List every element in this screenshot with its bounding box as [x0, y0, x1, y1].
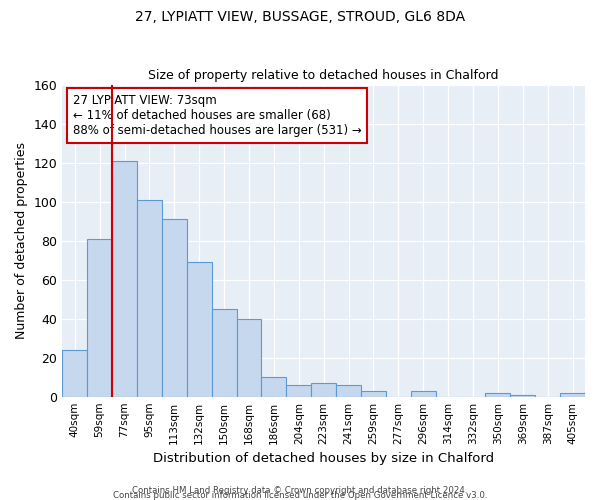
Text: Contains public sector information licensed under the Open Government Licence v3: Contains public sector information licen…: [113, 491, 487, 500]
Bar: [112, 160, 137, 396]
Title: Size of property relative to detached houses in Chalford: Size of property relative to detached ho…: [148, 69, 499, 82]
Bar: [87, 238, 112, 396]
Bar: [137, 200, 162, 396]
Bar: [236, 318, 262, 396]
Text: Contains HM Land Registry data © Crown copyright and database right 2024.: Contains HM Land Registry data © Crown c…: [132, 486, 468, 495]
Bar: [560, 393, 585, 396]
Bar: [262, 377, 286, 396]
Bar: [311, 383, 336, 396]
Y-axis label: Number of detached properties: Number of detached properties: [15, 142, 28, 339]
Text: 27, LYPIATT VIEW, BUSSAGE, STROUD, GL6 8DA: 27, LYPIATT VIEW, BUSSAGE, STROUD, GL6 8…: [135, 10, 465, 24]
Bar: [511, 394, 535, 396]
Bar: [162, 219, 187, 396]
Bar: [485, 393, 511, 396]
Bar: [361, 391, 386, 396]
Bar: [62, 350, 87, 397]
Bar: [286, 385, 311, 396]
Bar: [336, 385, 361, 396]
Text: 27 LYPIATT VIEW: 73sqm
← 11% of detached houses are smaller (68)
88% of semi-det: 27 LYPIATT VIEW: 73sqm ← 11% of detached…: [73, 94, 361, 137]
Bar: [411, 391, 436, 396]
Bar: [212, 309, 236, 396]
Bar: [187, 262, 212, 396]
X-axis label: Distribution of detached houses by size in Chalford: Distribution of detached houses by size …: [153, 452, 494, 465]
